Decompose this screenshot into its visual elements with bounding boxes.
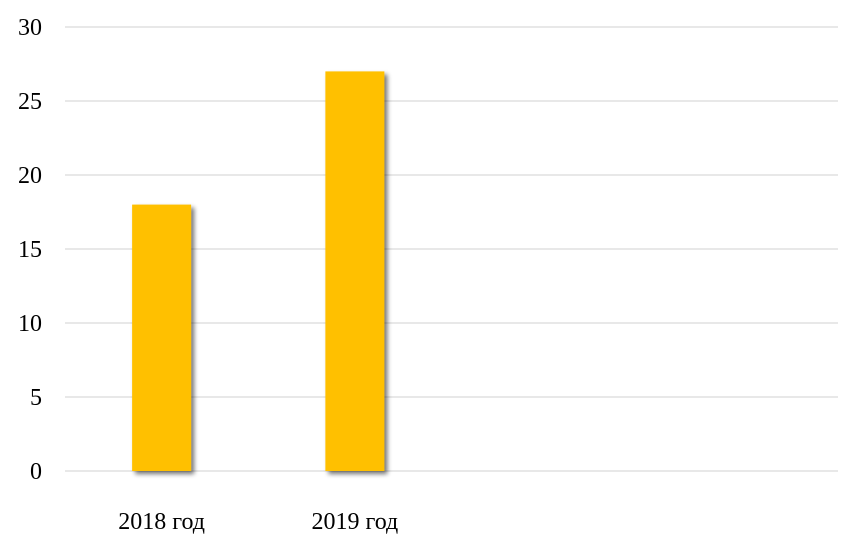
- y-tick-label: 0: [30, 459, 42, 485]
- y-tick-label: 20: [18, 163, 42, 189]
- y-tick-label: 30: [18, 15, 42, 41]
- grid-layer: [65, 26, 838, 472]
- y-tick-label: 15: [18, 237, 42, 263]
- bar-1: [325, 71, 385, 472]
- x-axis: 2018 год 2019 год: [118, 509, 398, 534]
- y-tick-label: 10: [18, 311, 42, 337]
- bars: [132, 71, 385, 472]
- x-category-label: 2018 год: [118, 509, 205, 534]
- y-axis: 0 5 10 15 20 25 30: [18, 15, 42, 485]
- x-category-label: 2019 год: [311, 509, 398, 534]
- y-tick-label: 25: [18, 89, 42, 115]
- y-tick-label: 5: [30, 385, 42, 411]
- bar-0: [132, 204, 192, 471]
